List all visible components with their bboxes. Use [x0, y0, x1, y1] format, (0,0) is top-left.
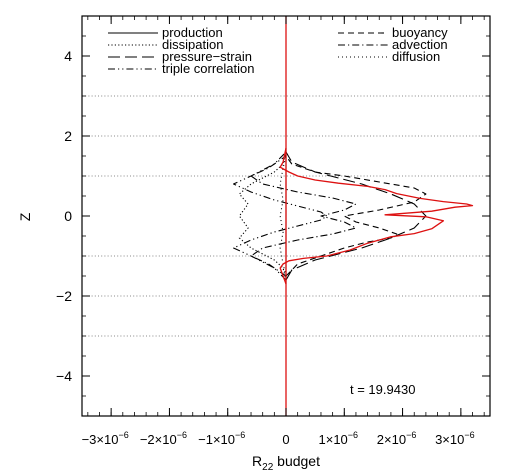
series-lines — [232, 16, 474, 416]
x-tick-label-mantissa: −3×10 — [82, 432, 119, 447]
reference-lines — [82, 95, 490, 337]
y-tick-label-4: 4 — [64, 48, 72, 64]
x-tick-label-mantissa: 0 — [282, 432, 289, 447]
y-tick-label-1: −2 — [56, 288, 72, 304]
x-tick-label-exponent: −6 — [348, 430, 358, 440]
x-axis-label: R22 budget — [252, 453, 320, 473]
legend-label-left-1: dissipation — [162, 37, 223, 52]
legend-label-left-2: pressure−strain — [162, 49, 252, 64]
legend-label-right-0: buoyancy — [392, 25, 448, 40]
axis-ticks: −3×10−6 −2×10−6 −1×10−6 0 1×10−6 2×10−6 3×10−6… — [56, 15, 490, 447]
x-tick-label-exponent: −6 — [406, 430, 416, 440]
x-axis-label-rest: budget — [273, 453, 320, 469]
x-tick-label-mantissa: −1×10 — [198, 432, 235, 447]
series-line-pressure-strain — [285, 151, 427, 281]
x-tick-label-mantissa: 2×10 — [377, 432, 406, 447]
legend-label-left-0: production — [162, 25, 223, 40]
x-tick-label-exponent: −6 — [118, 430, 128, 440]
x-tick-label-exponent: −6 — [177, 430, 187, 440]
series-line-red-7 — [279, 147, 474, 285]
x-tick-label-3: 0 — [282, 432, 289, 447]
x-tick-label-1: −2×10−6 — [140, 430, 187, 447]
y-tick-label-2: 0 — [64, 208, 72, 224]
series-line-advection — [250, 155, 357, 277]
x-tick-label-2: −1×10−6 — [198, 430, 245, 447]
x-tick-label-exponent: −6 — [235, 430, 245, 440]
y-axis-label: Z — [17, 212, 33, 221]
x-tick-label-exponent: −6 — [464, 430, 474, 440]
x-tick-label-0: −3×10−6 — [82, 430, 129, 447]
x-tick-label-5: 2×10−6 — [377, 430, 417, 447]
x-tick-label-mantissa: 1×10 — [319, 432, 348, 447]
legend: productiondissipationpressure−straintrip… — [108, 25, 448, 76]
annotation-time: t = 19.9430 — [350, 382, 415, 397]
x-axis-label-sub: 22 — [262, 462, 274, 473]
series-line-diffusion — [279, 155, 287, 277]
legend-label-right-2: diffusion — [392, 49, 440, 64]
x-tick-label-mantissa: 3×10 — [435, 432, 464, 447]
y-tick-label-3: 2 — [64, 128, 72, 144]
series-line-triple-correlation — [232, 151, 328, 281]
x-tick-label-4: 1×10−6 — [319, 430, 359, 447]
x-tick-label-mantissa: −2×10 — [140, 432, 177, 447]
x-axis-label-main: R — [252, 453, 262, 469]
series-line-dissipation — [238, 151, 287, 281]
y-tick-label-0: −4 — [56, 368, 72, 384]
x-tick-label-6: 3×10−6 — [435, 430, 475, 447]
legend-label-right-1: advection — [392, 37, 448, 52]
legend-label-left-3: triple correlation — [162, 61, 255, 76]
